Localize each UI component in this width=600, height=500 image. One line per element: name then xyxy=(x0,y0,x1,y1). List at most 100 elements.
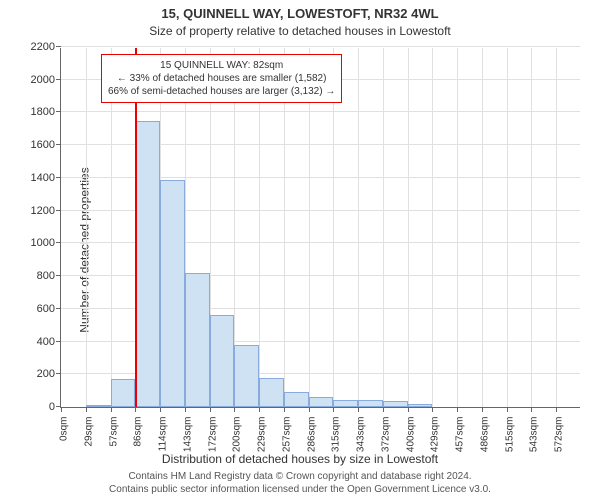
xtick-label: 486sqm xyxy=(479,417,490,453)
xtick-mark xyxy=(61,407,62,412)
xtick-mark xyxy=(531,407,532,412)
xtick-mark xyxy=(432,407,433,412)
xtick-label: 543sqm xyxy=(529,417,540,453)
callout-line1: 15 QUINNELL WAY: 82sqm xyxy=(108,59,335,72)
histogram-bar xyxy=(86,405,111,407)
plot-area: 15 QUINNELL WAY: 82sqm ← 33% of detached… xyxy=(60,48,580,408)
chart-container: 15 QUINNELL WAY: 82sqm ← 33% of detached… xyxy=(60,48,580,408)
ytick-mark xyxy=(56,79,61,80)
xtick-label: 0sqm xyxy=(59,417,70,441)
histogram-bar xyxy=(309,397,334,407)
xtick-label: 372sqm xyxy=(380,417,391,453)
ytick-label: 1800 xyxy=(31,106,55,118)
xtick-label: 143sqm xyxy=(182,417,193,453)
gridline-v xyxy=(507,48,508,407)
ytick-mark xyxy=(56,373,61,374)
ytick-mark xyxy=(56,210,61,211)
page-root: 15, QUINNELL WAY, LOWESTOFT, NR32 4WL Si… xyxy=(0,0,600,500)
ytick-mark xyxy=(56,275,61,276)
page-title: 15, QUINNELL WAY, LOWESTOFT, NR32 4WL xyxy=(0,6,600,21)
xtick-label: 515sqm xyxy=(504,417,515,453)
ytick-label: 800 xyxy=(37,270,55,282)
xtick-label: 572sqm xyxy=(554,417,565,453)
xtick-label: 229sqm xyxy=(257,417,268,453)
histogram-bar xyxy=(234,345,259,407)
ytick-mark xyxy=(56,111,61,112)
histogram-bar xyxy=(160,180,185,407)
xtick-mark xyxy=(383,407,384,412)
xtick-mark xyxy=(284,407,285,412)
gridline-v xyxy=(531,48,532,407)
histogram-bar xyxy=(135,121,160,407)
gridline-v xyxy=(358,48,359,407)
ytick-mark xyxy=(56,144,61,145)
histogram-bar xyxy=(333,400,358,407)
xtick-mark xyxy=(210,407,211,412)
ytick-label: 1400 xyxy=(31,172,55,184)
gridline-h xyxy=(61,111,580,112)
xtick-mark xyxy=(482,407,483,412)
xtick-mark xyxy=(86,407,87,412)
xtick-mark xyxy=(457,407,458,412)
xtick-label: 343sqm xyxy=(356,417,367,453)
gridline-v xyxy=(482,48,483,407)
xtick-label: 457sqm xyxy=(455,417,466,453)
ytick-label: 200 xyxy=(37,368,55,380)
xtick-label: 286sqm xyxy=(306,417,317,453)
ytick-label: 2200 xyxy=(31,41,55,53)
footer-line2: Contains public sector information licen… xyxy=(0,484,600,497)
xtick-mark xyxy=(507,407,508,412)
footer: Contains HM Land Registry data © Crown c… xyxy=(0,471,600,496)
xtick-mark xyxy=(234,407,235,412)
xtick-label: 429sqm xyxy=(430,417,441,453)
x-axis-label: Distribution of detached houses by size … xyxy=(0,452,600,466)
callout-box: 15 QUINNELL WAY: 82sqm ← 33% of detached… xyxy=(101,54,342,103)
xtick-mark xyxy=(408,407,409,412)
xtick-label: 86sqm xyxy=(133,417,144,447)
histogram-bar xyxy=(210,315,235,407)
ytick-label: 2000 xyxy=(31,74,55,86)
xtick-label: 57sqm xyxy=(108,417,119,447)
xtick-label: 114sqm xyxy=(158,417,169,452)
ytick-label: 400 xyxy=(37,336,55,348)
histogram-bar xyxy=(358,400,383,407)
gridline-v xyxy=(432,48,433,407)
histogram-bar xyxy=(111,379,136,407)
gridline-v xyxy=(383,48,384,407)
xtick-mark xyxy=(160,407,161,412)
xtick-label: 400sqm xyxy=(405,417,416,453)
histogram-bar xyxy=(408,404,433,407)
xtick-label: 29sqm xyxy=(83,417,94,447)
histogram-bar xyxy=(383,401,408,407)
histogram-bar xyxy=(284,392,309,407)
callout-line2: ← 33% of detached houses are smaller (1,… xyxy=(108,72,335,85)
gridline-v xyxy=(86,48,87,407)
ytick-label: 0 xyxy=(49,401,55,413)
gridline-v xyxy=(457,48,458,407)
xtick-label: 257sqm xyxy=(281,417,292,453)
ytick-mark xyxy=(56,242,61,243)
xtick-label: 172sqm xyxy=(207,417,218,453)
callout-line3: 66% of semi-detached houses are larger (… xyxy=(108,85,335,98)
histogram-bar xyxy=(185,273,210,407)
ytick-label: 600 xyxy=(37,303,55,315)
ytick-mark xyxy=(56,46,61,47)
ytick-label: 1200 xyxy=(31,205,55,217)
xtick-mark xyxy=(259,407,260,412)
xtick-mark xyxy=(135,407,136,412)
gridline-h xyxy=(61,46,580,47)
ytick-label: 1600 xyxy=(31,139,55,151)
xtick-mark xyxy=(556,407,557,412)
ytick-mark xyxy=(56,341,61,342)
xtick-mark xyxy=(358,407,359,412)
histogram-bar xyxy=(259,378,284,407)
xtick-mark xyxy=(309,407,310,412)
gridline-v xyxy=(408,48,409,407)
ytick-label: 1000 xyxy=(31,237,55,249)
xtick-mark xyxy=(111,407,112,412)
ytick-mark xyxy=(56,308,61,309)
page-subtitle: Size of property relative to detached ho… xyxy=(0,24,600,38)
xtick-mark xyxy=(333,407,334,412)
xtick-label: 200sqm xyxy=(232,417,243,453)
gridline-v xyxy=(556,48,557,407)
